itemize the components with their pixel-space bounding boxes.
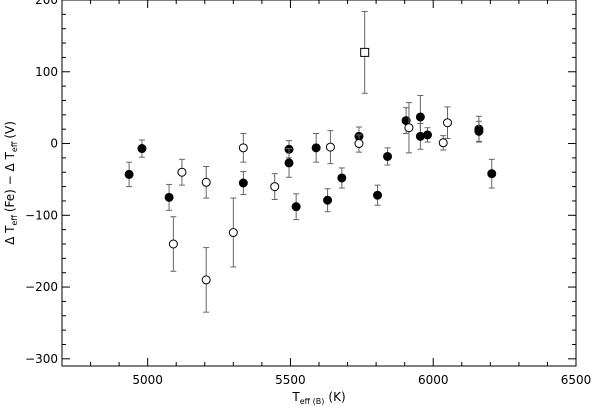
data-point-filled [415,131,425,141]
data-point-open [270,182,280,192]
data-point-open [168,239,178,249]
data-point-square [360,47,370,57]
x-tick-label: 5500 [275,373,306,387]
y-axis-label-t1: Δ T [3,225,17,245]
data-point-filled [164,192,174,202]
y-tick-label: −100 [25,208,58,222]
y-ticks: −300 −200 −100 0 100 200 [25,0,576,366]
data-point-filled [415,112,425,122]
data-point-filled [323,195,333,205]
y-axis-label-end: (V) [3,121,17,139]
y-tick-label: 100 [35,65,58,79]
data-point-filled [311,143,321,153]
x-axis-label-unit: (K) [328,390,345,404]
y-tick-label: −200 [25,280,58,294]
data-point-filled [423,130,433,140]
data-point-filled [124,169,134,179]
x-axis-label: Teff (B) (K) [291,390,345,406]
x-axis-label-sub: eff (B) [300,397,325,406]
data-point-filled [337,173,347,183]
x-tick-label: 6500 [561,373,592,387]
x-ticks: 5000 5500 6000 6500 [61,0,592,387]
data-point-filled [474,126,484,136]
data-point-open [238,143,248,153]
data-point-open [201,275,211,285]
data-point-filled [238,178,248,188]
data-point-open [177,167,187,177]
x-tick-label: 5000 [132,373,163,387]
data-point-filled [383,151,393,161]
y-tick-label: 200 [35,0,58,7]
data-point-filled [284,158,294,168]
data-point-open [438,138,448,148]
y-axis-label-sub2: eff [10,141,19,152]
data-point-filled [487,169,497,179]
data-point-filled [373,190,383,200]
data-point-open [354,139,364,149]
data-point-filled [291,202,301,212]
data-point-open [201,177,211,187]
data-point-open [443,118,452,128]
data-point-open [228,228,238,238]
y-axis-label: Δ Teff(Fe) − Δ Teff(V) [3,121,19,245]
data-point-open [404,123,414,133]
x-tick-label: 6000 [418,373,449,387]
x-axis-label-main: T [291,390,300,404]
y-axis-label-sub1: eff [10,215,19,226]
plot-frame [61,0,577,367]
data-point-open [325,142,335,152]
data-points [124,10,497,313]
data-point-filled [137,144,147,154]
y-tick-label: 0 [50,137,58,151]
y-tick-label: −300 [25,352,58,366]
y-axis-label-mid: (Fe) − Δ T [3,151,17,212]
